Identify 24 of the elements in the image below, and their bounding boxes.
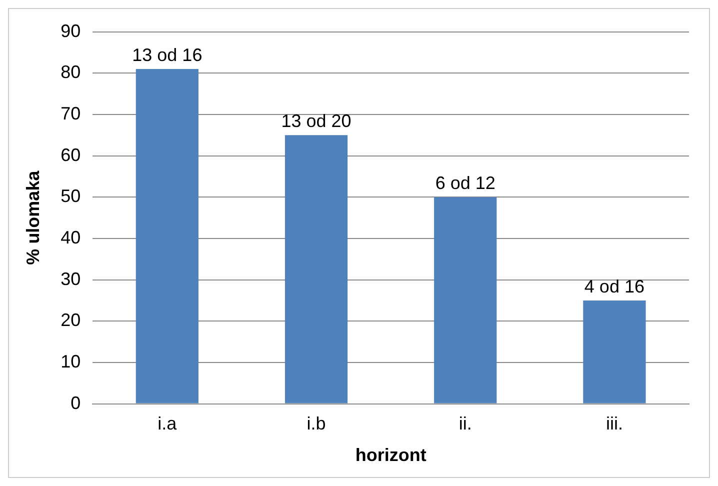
y-tick-label: 40 <box>60 227 81 248</box>
bar <box>284 135 348 404</box>
y-tick-label: 30 <box>60 268 81 289</box>
x-tick-label: i.a <box>158 414 178 434</box>
y-tick-label: 50 <box>60 186 81 206</box>
annotation: 4 od 16 <box>584 276 644 296</box>
x-tick-label: iii. <box>606 414 623 434</box>
y-tick-label: 0 <box>70 392 81 413</box>
y-tick-label: 90 <box>60 20 81 41</box>
y-tick-label: 70 <box>60 103 81 124</box>
y-tick-label: 60 <box>60 144 81 165</box>
bar <box>136 69 198 404</box>
x-tick-label: i.b <box>306 414 326 434</box>
y-axis-title: % ulomaka <box>22 170 43 265</box>
bar <box>583 300 646 404</box>
annotation: 6 od 12 <box>435 173 496 194</box>
annotation: 13 od 16 <box>132 44 202 65</box>
y-tick-label: 80 <box>60 62 81 82</box>
y-tick-label: 20 <box>60 310 81 330</box>
annotation: 13 od 20 <box>281 111 352 132</box>
x-axis-title: horizont <box>355 445 426 466</box>
x-tick-label: ii. <box>458 414 472 434</box>
bar <box>434 197 497 404</box>
y-tick-label: 10 <box>60 351 81 372</box>
